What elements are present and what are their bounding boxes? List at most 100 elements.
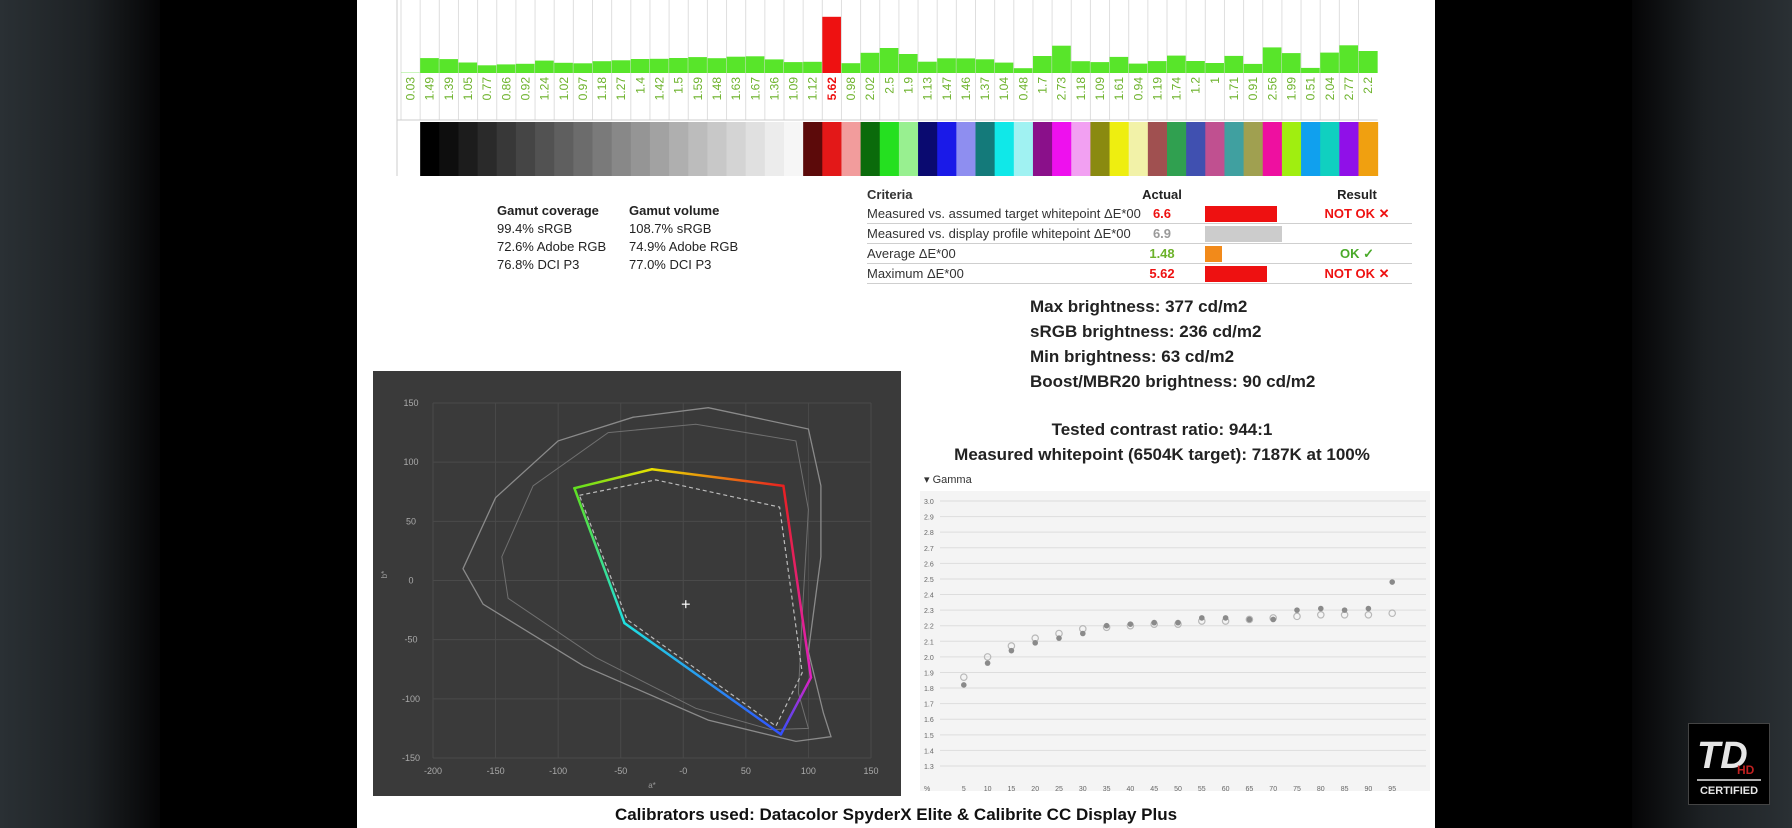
gamut-coverage-title: Gamut coverage: [497, 203, 599, 218]
delta-e-label: 2.56: [1265, 77, 1279, 101]
gamma-ytick: 2.9: [924, 515, 934, 522]
delta-e-label: 1.5: [672, 77, 686, 94]
gamut-volume-block: Gamut volume 108.7% sRGB 74.9% Adobe RGB…: [629, 202, 738, 274]
gamma-xtick: 20: [1031, 786, 1039, 793]
logo-label: CERTIFIED: [1700, 785, 1758, 797]
delta-e-bar: [937, 58, 957, 73]
color-swatch: [1109, 122, 1130, 176]
max-brightness: Max brightness: 377 cd/m2: [1030, 297, 1248, 316]
color-swatch: [1262, 122, 1283, 176]
delta-e-bar: [803, 61, 823, 73]
color-swatch: [1186, 122, 1206, 176]
delta-e-bar: [841, 63, 861, 73]
gamma-xtick: 95: [1388, 786, 1396, 793]
gamma-xtick: 40: [1127, 786, 1135, 793]
delta-e-label: 1.13: [921, 77, 935, 101]
gamut-volume-title: Gamut volume: [629, 203, 720, 218]
delta-e-label: 2.2: [1361, 77, 1375, 94]
gamma-measured-point: [1270, 616, 1276, 623]
gamut-xtick: -50: [614, 766, 627, 776]
gamma-measured-point: [1127, 621, 1134, 627]
gamut-coverage-srgb: 99.4% sRGB: [497, 221, 573, 236]
gamma-ytick: 1.4: [924, 748, 934, 755]
gamut-xtick: -150: [487, 766, 505, 776]
criteria-actual: 6.9: [1152, 226, 1172, 241]
color-swatch: [937, 122, 957, 176]
gamut-xtick: -200: [424, 766, 442, 776]
criteria-bar: [1205, 206, 1277, 222]
gamma-xtick: 5: [962, 786, 966, 793]
gamma-reference-point: [1245, 615, 1254, 624]
logo-mark: TD: [1697, 735, 1748, 777]
boost-brightness: Boost/MBR20 brightness: 90 cd/m2: [1030, 372, 1316, 391]
delta-e-bar: [1052, 45, 1072, 73]
delta-e-label: 2.02: [863, 77, 877, 101]
gamma-ytick: 2.2: [924, 624, 934, 631]
gamut-ytick: -150: [402, 753, 420, 763]
delta-e-bar: [1032, 56, 1053, 73]
gamut-xtick: 150: [863, 766, 878, 776]
gamma-xtick: 75: [1293, 786, 1301, 793]
delta-e-label: 2.73: [1055, 77, 1069, 101]
delta-e-label: 0.03: [404, 77, 418, 101]
delta-e-label: 1.04: [997, 77, 1011, 101]
spectral-locus: [462, 407, 832, 743]
delta-e-bar: [1090, 62, 1110, 73]
color-swatch: [401, 122, 421, 176]
gamma-ytick: 1.3: [924, 764, 934, 771]
td-certified-logo: TD HD CERTIFIED: [1688, 723, 1770, 805]
criteria-actual: 1.48: [1149, 246, 1175, 261]
color-swatch: [803, 122, 823, 176]
color-swatch: [1281, 122, 1302, 176]
gamut-ytick: 0: [408, 576, 413, 586]
gamut-coverage-dcip3: 76.8% DCI P3: [497, 257, 580, 272]
color-swatch: [1071, 122, 1091, 176]
gamut-xlabel: a*: [648, 781, 656, 790]
gamut-volume-dcip3: 77.0% DCI P3: [629, 257, 712, 272]
delta-e-bar: [1186, 61, 1206, 73]
gamma-ytick: 2.3: [924, 608, 934, 615]
color-swatch: [745, 122, 766, 176]
gamma-ytick: 2.5: [924, 577, 934, 584]
gamut-ylabel: b*: [380, 571, 389, 579]
srgb-brightness: sRGB brightness: 236 cd/m2: [1030, 322, 1262, 341]
color-swatch: [554, 122, 574, 176]
gamma-measured-point: [1008, 647, 1015, 654]
color-swatch: [1339, 122, 1359, 176]
delta-e-label: 0.91: [1246, 77, 1260, 101]
gamut-xtick: -100: [549, 766, 567, 776]
delta-e-bar: [611, 60, 631, 73]
gamma-xtick: 85: [1341, 786, 1349, 793]
color-swatch: [1167, 122, 1187, 176]
gamma-xtick: 45: [1150, 786, 1158, 793]
criteria-label: Measured vs. display profile whitepoint …: [867, 226, 1131, 241]
gamma-ytick: 1.6: [924, 717, 934, 724]
gamma-reference-point: [1388, 609, 1397, 618]
color-swatch: [477, 122, 498, 176]
delta-e-bar: [860, 52, 880, 73]
criteria-row: Measured vs. assumed target whitepoint Δ…: [867, 204, 1412, 224]
gamma-xtick: %: [924, 786, 930, 793]
delta-e-bar: [573, 63, 593, 73]
color-swatch: [1205, 122, 1225, 176]
gamut-xtick: 100: [801, 766, 816, 776]
color-swatch: [898, 122, 919, 176]
gamut-ytick: -50: [404, 635, 417, 645]
delta-e-label: 1: [1208, 77, 1222, 84]
gamma-measured-point: [1199, 615, 1205, 621]
delta-e-bar: [630, 59, 650, 73]
delta-e-bar: [439, 59, 459, 73]
delta-e-bar: [956, 58, 976, 73]
gamma-ytick: 2.4: [924, 593, 934, 600]
color-swatch: [1224, 122, 1245, 176]
delta-e-bar: [688, 57, 708, 73]
criteria-row: Average ΔE*00 1.48 OK ✓: [867, 244, 1412, 264]
color-swatch: [669, 122, 689, 176]
display-gamut-edge: [782, 484, 813, 679]
display-gamut-edge: [573, 486, 626, 625]
color-swatch: [918, 122, 938, 176]
gamma-xtick: 35: [1103, 786, 1111, 793]
gamma-measured-point: [1032, 640, 1038, 646]
gamma-xtick: 55: [1198, 786, 1206, 793]
gamma-measured-point: [1080, 630, 1086, 637]
